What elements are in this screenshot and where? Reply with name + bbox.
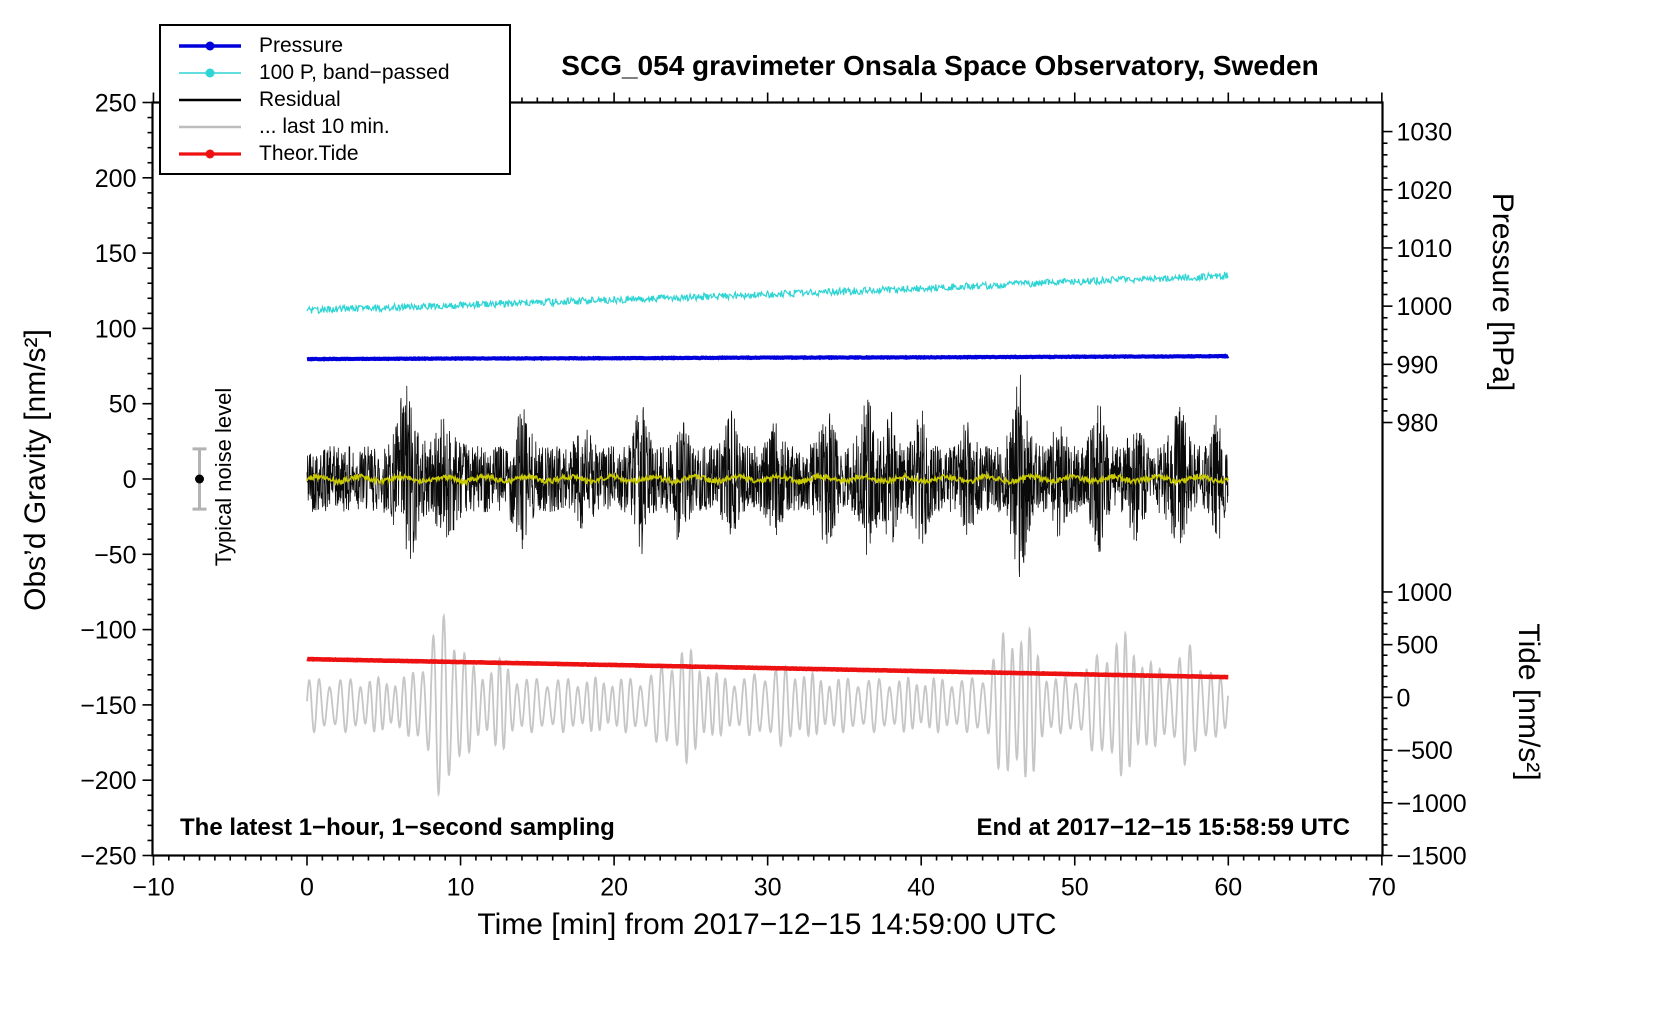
tick-label: 1000 xyxy=(1397,293,1453,321)
series-residual_last10 xyxy=(306,613,1229,798)
legend-dot xyxy=(205,68,215,77)
tick-label: −250 xyxy=(80,843,136,871)
pressure-axis-title: Pressure [hPa] xyxy=(1486,192,1519,392)
x-axis-title: Time [min] from 2017−12−15 14:59:00 UTC xyxy=(477,908,1057,941)
end-time-note: End at 2017−12−15 15:58:59 UTC xyxy=(976,814,1350,841)
tick-label: −150 xyxy=(80,692,136,720)
legend-item-theortide: Theor.Tide xyxy=(161,140,509,167)
tick-label: 30 xyxy=(754,874,782,902)
tick-label: 0 xyxy=(300,874,314,902)
chart-title: SCG_054 gravimeter Onsala Space Observat… xyxy=(561,50,1319,81)
tick-label: −500 xyxy=(1397,737,1453,765)
tick-label: 200 xyxy=(95,165,137,193)
noise-level-label: Typical noise level xyxy=(211,387,236,567)
legend-label: 100 P, band−passed xyxy=(259,60,450,84)
legend: Pressure 100 P, band−passed Residual ...… xyxy=(159,24,511,175)
tick-label: 1010 xyxy=(1397,235,1453,263)
series-theor_tide xyxy=(306,656,1229,680)
tick-label: 20 xyxy=(600,874,628,902)
legend-item-last10min: ... last 10 min. xyxy=(161,113,509,140)
tick-label: −10 xyxy=(132,874,174,902)
tick-label: 50 xyxy=(109,391,137,419)
tick-label: 1000 xyxy=(1397,579,1453,607)
sampling-note: The latest 1−hour, 1−second sampling xyxy=(180,814,615,841)
tick-label: −1500 xyxy=(1397,843,1467,871)
series-pressure xyxy=(306,353,1230,362)
legend-label: Pressure xyxy=(259,33,344,57)
tick-label: 50 xyxy=(1061,874,1089,902)
tick-label: 500 xyxy=(1397,632,1439,660)
tick-label: −50 xyxy=(94,541,136,569)
tick-label: 150 xyxy=(95,240,137,268)
legend-item-residual: Residual xyxy=(161,86,509,113)
legend-dot xyxy=(205,41,215,50)
tick-label: 0 xyxy=(1397,684,1411,712)
tick-label: 40 xyxy=(907,874,935,902)
legend-swatch xyxy=(179,98,241,101)
legend-swatch xyxy=(179,41,241,50)
left-y-axis-title: Obs’d Gravity [nm/s²] xyxy=(19,329,52,611)
tick-label: 1030 xyxy=(1397,119,1453,147)
legend-item-pressure: Pressure xyxy=(161,32,509,59)
tick-label: 10 xyxy=(447,874,475,902)
tick-label: 990 xyxy=(1397,351,1439,379)
tick-label: 1020 xyxy=(1397,177,1453,205)
legend-swatch xyxy=(179,125,241,128)
series-layer xyxy=(306,271,1230,798)
noise-level-dot xyxy=(195,474,205,484)
series-residual xyxy=(306,374,1229,578)
tide-axis-title: Tide [nm/s²] xyxy=(1512,623,1545,781)
tick-label: −100 xyxy=(80,617,136,645)
noise-level-marker xyxy=(192,447,207,511)
tick-label: 0 xyxy=(123,466,137,494)
tick-label: −200 xyxy=(80,767,136,795)
tick-label: 980 xyxy=(1397,410,1439,438)
series-pressure_bandpassed xyxy=(306,271,1229,315)
series-residual_filtered xyxy=(306,471,1230,487)
legend-swatch xyxy=(179,68,241,77)
tick-label: −1000 xyxy=(1397,790,1467,818)
legend-dot xyxy=(205,149,215,158)
legend-label: Residual xyxy=(259,87,341,111)
legend-label: Theor.Tide xyxy=(259,141,359,165)
tick-label: 250 xyxy=(95,90,137,118)
tick-label: 70 xyxy=(1368,874,1396,902)
tick-label: 100 xyxy=(95,315,137,343)
legend-item-bandpassed: 100 P, band−passed xyxy=(161,59,509,86)
tick-labels: −10 0 10 20 30 40 50 60 70250200150100500−50−100… xyxy=(80,90,1467,902)
legend-swatch xyxy=(179,149,241,158)
tick-label: 60 xyxy=(1214,874,1242,902)
legend-label: ... last 10 min. xyxy=(259,114,390,138)
